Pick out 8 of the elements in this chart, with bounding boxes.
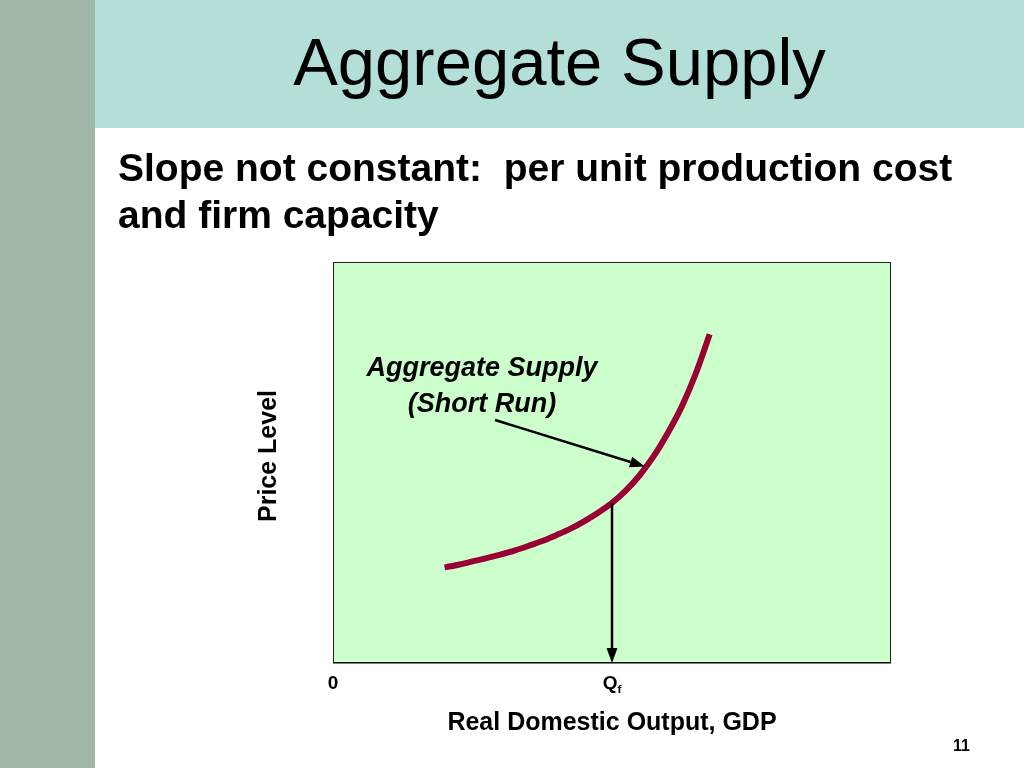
- chart-subtitle: Slope not constant: per unit production cost and firm capacity: [118, 145, 954, 238]
- y-axis-title: Price Level: [252, 389, 282, 524]
- text: 11: [953, 736, 970, 756]
- chart-title: Aggregate Supply: [292, 23, 827, 101]
- x-tick-label: 0: [327, 672, 339, 693]
- x-tick-label: Q$_{f}$: [602, 672, 622, 695]
- annotation: Aggregate Supply (Short Run): [365, 351, 600, 420]
- x-axis-title: Real Domestic Output, GDP: [446, 706, 778, 737]
